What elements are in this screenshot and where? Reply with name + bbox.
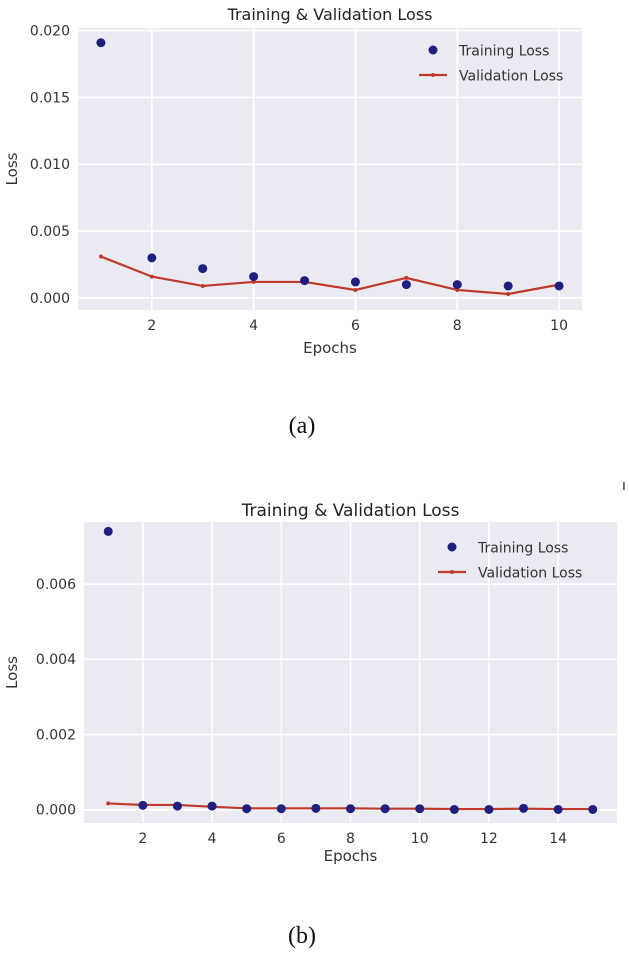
- validation-loss-point: [506, 291, 511, 296]
- legend-validation-label: Validation Loss: [478, 565, 582, 581]
- y-axis-label: Loss: [3, 152, 21, 185]
- training-loss-point: [300, 276, 310, 286]
- y-tick-label: 0.020: [30, 24, 70, 40]
- x-tick-label: 12: [480, 831, 498, 847]
- legend-training-label: Training Loss: [477, 540, 568, 556]
- training-loss-point: [350, 277, 360, 287]
- x-tick-label: 2: [147, 318, 156, 334]
- chart-b: 2 4 6 8 10 12 14 0.000 0.002 0.004 0.006 Training &…: [3, 501, 617, 865]
- x-tick-label: 4: [208, 831, 217, 847]
- training-loss-point: [103, 526, 113, 536]
- plot-area: [78, 28, 582, 310]
- training-loss-point: [449, 804, 459, 814]
- training-loss-point: [401, 280, 411, 290]
- y-tick-label: 0.000: [30, 291, 70, 307]
- y-tick-label: 0.005: [30, 224, 70, 240]
- x-tick-label: 10: [411, 831, 429, 847]
- legend-training-marker: [428, 45, 438, 55]
- x-tick-label: 8: [453, 318, 462, 334]
- training-loss-point: [553, 804, 563, 814]
- x-tick-label: 14: [549, 831, 567, 847]
- y-tick-label: 0.015: [30, 90, 70, 106]
- validation-loss-line: [100, 255, 560, 296]
- legend-validation-marker: [431, 73, 435, 77]
- training-loss-point: [484, 804, 494, 814]
- caption-b: (b): [288, 923, 316, 949]
- figure-b: 2 4 6 8 10 12 14 0.000 0.002 0.004 0.006 Training &…: [0, 480, 629, 960]
- training-loss-point: [249, 272, 259, 282]
- chart-title: Training & Validation Loss: [241, 501, 460, 521]
- validation-loss-point: [200, 283, 205, 288]
- x-tick-label: 6: [277, 831, 286, 847]
- training-loss-point: [519, 803, 529, 813]
- training-loss-point: [198, 264, 208, 274]
- x-tick-label: 6: [351, 318, 360, 334]
- chart-title: Training & Validation Loss: [227, 5, 433, 24]
- training-loss-point: [452, 280, 462, 290]
- x-tick-label: 8: [346, 831, 355, 847]
- validation-loss-point: [98, 254, 103, 259]
- x-axis-label: Epochs: [324, 847, 378, 865]
- x-tick-label: 10: [550, 318, 568, 334]
- training-loss-point: [138, 800, 148, 810]
- y-tick-label: 0.010: [30, 157, 70, 173]
- x-tick-label: 2: [138, 831, 147, 847]
- training-loss-point: [503, 281, 513, 291]
- validation-loss-point: [149, 274, 154, 279]
- legend-validation-label: Validation Loss: [459, 68, 563, 84]
- x-axis-label: Epochs: [303, 339, 357, 357]
- training-loss-point: [346, 804, 355, 814]
- validation-loss-point: [353, 287, 358, 292]
- training-loss-point: [554, 281, 564, 291]
- chart-a: 2 4 6 8 10 0.000 0.005 0.010 0.015 0.020 Training …: [3, 5, 582, 357]
- training-loss-point: [96, 38, 106, 48]
- validation-loss-point: [404, 275, 409, 280]
- training-loss-point: [415, 804, 425, 814]
- training-loss-point: [380, 804, 390, 814]
- training-loss-point: [172, 801, 182, 811]
- legend-training-label: Training Loss: [458, 43, 549, 59]
- training-loss-point: [207, 801, 217, 811]
- training-loss-point: [311, 803, 321, 813]
- x-tick-label: 4: [249, 318, 258, 334]
- training-loss-point: [588, 804, 598, 814]
- y-tick-label: 0.004: [36, 652, 76, 668]
- training-loss-point: [147, 253, 157, 263]
- legend-validation-marker: [450, 570, 454, 574]
- stray-mark: ı: [622, 478, 626, 494]
- y-axis-label: Loss: [3, 656, 21, 689]
- y-tick-label: 0.000: [36, 803, 76, 819]
- figure-a: 2 4 6 8 10 0.000 0.005 0.010 0.015 0.020 Training …: [0, 0, 629, 460]
- validation-loss-point: [106, 801, 111, 806]
- training-loss-point: [276, 804, 286, 814]
- y-tick-label: 0.002: [36, 727, 76, 743]
- y-tick-label: 0.006: [36, 577, 76, 593]
- caption-a: (a): [288, 413, 316, 439]
- training-loss-point: [242, 804, 252, 814]
- legend-training-marker: [447, 542, 457, 552]
